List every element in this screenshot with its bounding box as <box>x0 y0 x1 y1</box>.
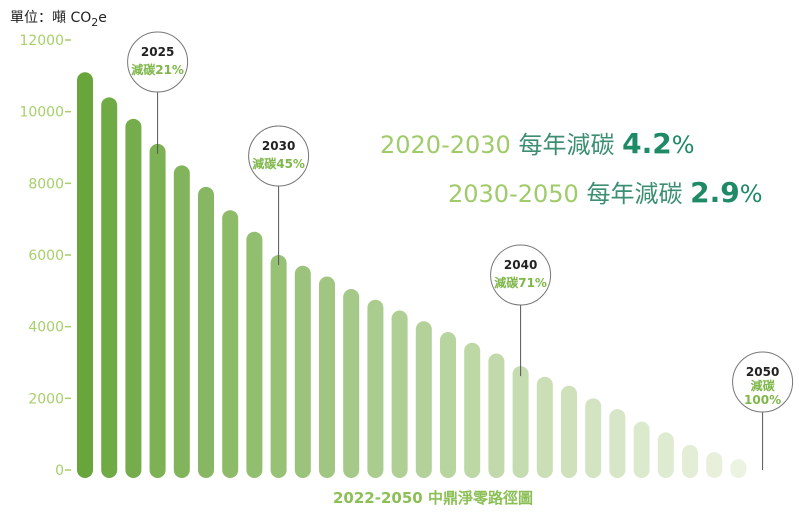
callout-circle <box>732 351 794 413</box>
bar-2043 <box>585 398 602 478</box>
bar-2047 <box>682 444 698 478</box>
bar-2035 <box>391 310 408 478</box>
callout-year: 2025 <box>141 45 174 59</box>
bar-2033 <box>343 289 360 478</box>
y-tick-label: 10000 <box>19 105 64 121</box>
callout-2040: 2040 減碳71% <box>490 244 552 377</box>
bar-2025 <box>149 143 166 478</box>
bar-2042 <box>561 385 577 478</box>
bar-2036 <box>415 321 432 478</box>
headline-2: 2030-2050 每年減碳 2.9% <box>448 176 763 209</box>
callout-circle <box>490 244 552 306</box>
y-tick-label: 6000 <box>28 248 64 264</box>
bar-2027 <box>198 186 214 478</box>
bar-2031 <box>294 265 311 478</box>
y-tick-label: 12000 <box>19 33 64 49</box>
bar-2029 <box>246 231 263 478</box>
callout-circle <box>127 31 189 93</box>
callout-label: 減碳45% <box>252 156 305 171</box>
bar-2040 <box>512 366 529 478</box>
y-tick-label: 8000 <box>28 176 64 192</box>
callout-year: 2050 <box>746 365 779 379</box>
callout-2025: 2025 減碳21% <box>127 31 189 154</box>
bar-2037 <box>440 332 456 478</box>
bar-2046 <box>657 432 674 478</box>
bars-group <box>77 72 747 479</box>
callout-label: 減碳 <box>751 378 776 393</box>
callout-year: 2040 <box>504 258 537 272</box>
bar-2048 <box>706 452 723 478</box>
y-tick-label: 4000 <box>28 320 64 336</box>
bar-2024 <box>125 118 142 478</box>
bar-2026 <box>173 165 190 478</box>
bar-2038 <box>464 342 481 478</box>
chart-title: 2022-2050 中鼎淨零路徑圖 <box>333 489 533 507</box>
y-tick-label: 2000 <box>28 391 64 407</box>
bar-2041 <box>536 376 553 478</box>
callout-circle <box>248 125 310 187</box>
bar-2023 <box>101 97 118 478</box>
bar-2049 <box>730 459 747 478</box>
callout-year: 2030 <box>262 139 295 153</box>
bar-2039 <box>488 353 505 478</box>
headline-1: 2020-2030 每年減碳 4.2% <box>380 127 695 160</box>
bar-2028 <box>222 210 239 479</box>
unit-label: 單位：噸 CO2e <box>10 10 107 29</box>
callout-label: 減碳71% <box>494 275 547 290</box>
bar-2022 <box>77 72 93 478</box>
callout-2030: 2030 減碳45% <box>248 125 310 265</box>
bar-2032 <box>319 276 335 478</box>
y-tick-label: 0 <box>55 463 64 479</box>
bar-2044 <box>609 409 626 478</box>
y-axis: 0 2000 4000 6000 8000 10000 12000 <box>19 33 71 479</box>
bar-2034 <box>367 299 384 478</box>
bar-2030 <box>270 255 287 478</box>
callout-label: 減碳21% <box>131 62 184 77</box>
bar-2045 <box>633 421 650 478</box>
callout-value: 100% <box>744 393 781 407</box>
